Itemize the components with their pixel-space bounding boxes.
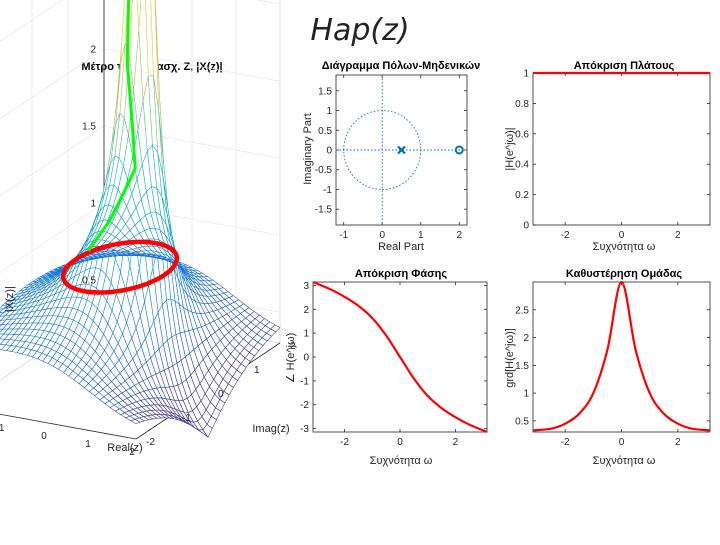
phase-ytick-label: -3 [300,424,309,435]
gd-title: Καθυστέρηση Ομάδας [566,268,683,280]
mag-ytick-label: 1 [523,69,529,80]
gd-xlabel: Συχνότητα ω [593,455,656,467]
surface-ztick-label: 2 [90,45,96,56]
surface-ytick-label: 1 [254,365,260,376]
mag-axes-box [533,73,710,225]
mag-ytick-label: 0.2 [515,190,529,201]
mag-ytick-label: 0 [523,221,529,232]
mag-ytick-label: 0.6 [515,129,529,140]
phase-ylabel: ∠ H(e^jω) [285,333,297,384]
gd-ytick-label: 1.5 [515,361,529,372]
pz-ytick-label: 0.5 [318,126,332,137]
pz-xtick-label: 1 [418,230,424,241]
phase-ytick-label: 0 [303,353,309,364]
pz-title: Διάγραμμα Πόλων-Μηδενικών [322,60,481,72]
surface-xtick-label: -1 [0,423,5,434]
phase-ytick-label: 2 [303,305,309,316]
gd-ytick-label: 0.5 [515,416,529,427]
phase-ytick-label: -1 [300,376,309,387]
gd-ytick-label: 2 [523,333,529,344]
mag-title: Απόκριση Πλάτους [574,60,675,72]
surface-xaxis-line [0,407,136,439]
handwritten-title: Hap(z) [310,13,409,48]
surface-zlabel: |X(z)| [4,286,16,312]
phase-xtick-label: 0 [397,437,403,448]
slide-title: Hap(z) [310,13,409,48]
surface-ytick-label: 0 [218,389,224,400]
surface-ztick-label: 1 [90,199,96,210]
gd-xtick-label: 0 [619,437,625,448]
pz-ytick-label: -1.5 [315,205,333,216]
pz-xtick-label: 0 [379,230,385,241]
pz-ytick-label: 0 [326,146,332,157]
mag-xlabel: Συχνότητα ω [593,241,656,253]
pz-xlabel: Real Part [378,241,424,253]
surface-ytick-label: -2 [146,437,155,448]
pz-ylabel: Imaginary Part [302,113,314,185]
pz-ytick-label: -0.5 [315,165,333,176]
surface-plot: Μέτρο του Μετασχ. Ζ, |X(z)| -2-1012-2-10… [0,0,296,458]
pz-xtick-label: -1 [339,230,348,241]
phase-ytick-label: 3 [303,281,309,292]
pz-ytick-label: 1.5 [318,86,332,97]
surface-xtick-label: 1 [85,439,91,450]
gd-xtick-label: -2 [561,437,570,448]
gd-axes-box [533,282,710,432]
surface-xtick-label: 0 [41,431,47,442]
surface-ytick-label: -1 [182,413,191,424]
gd-ytick-label: 1 [523,389,529,400]
phase-ytick-label: 1 [303,329,309,340]
mag-xtick-label: -2 [561,230,570,241]
mag-xtick-label: 2 [675,230,681,241]
pz-ytick-label: 1 [326,106,332,117]
surface-mesh [0,0,280,437]
surface-ztick-label: 0.5 [82,276,96,287]
group-delay-plot: Καθυστέρηση Ομάδας Συχνότητα ω grd[H(e^j… [504,268,710,467]
gd-ylabel: grd[H(e^jω)] [504,328,516,388]
pz-xtick-label: 2 [457,230,463,241]
surface-xlabel: Real(z) [107,442,142,454]
pole-zero-plot: Διάγραμμα Πόλων-Μηδενικών Real Part Imag… [302,60,480,253]
mag-xtick-label: 0 [619,230,625,241]
mag-ytick-label: 0.8 [515,99,529,110]
magnitude-plot: Απόκριση Πλάτους Συχνότητα ω |H(e^jω)| -… [504,60,710,253]
phase-title: Απόκριση Φάσης [355,268,447,280]
phase-xtick-label: 2 [453,437,459,448]
phase-ytick-label: -2 [300,400,309,411]
phase-xtick-label: -2 [340,437,349,448]
surface-ylabel: Imag(z) [252,423,289,435]
gd-xtick-label: 2 [675,437,681,448]
pz-ytick-label: -1 [323,185,332,196]
phase-xlabel: Συχνότητα ω [370,455,433,467]
phase-plot: Απόκριση Φάσης Συχνότητα ω ∠ H(e^jω) -2 0… [285,268,487,467]
surface-ztick-label: 1.5 [82,122,96,133]
mag-ytick-label: 0.4 [515,160,529,171]
gd-ytick-label: 2.5 [515,305,529,316]
